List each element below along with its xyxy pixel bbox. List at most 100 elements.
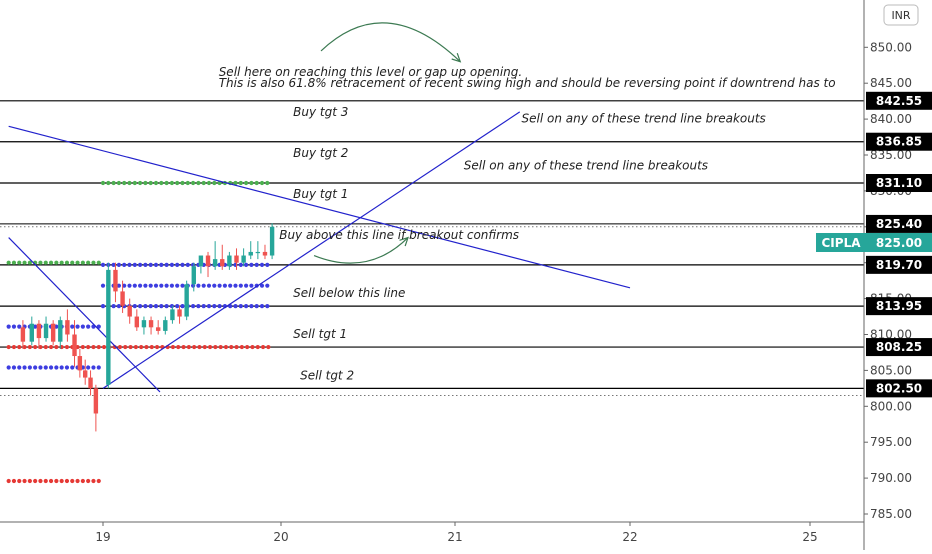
annotation-sell-tgt-1: Sell tgt 1 [293, 327, 347, 341]
dot-marker [249, 283, 254, 288]
dot-marker [70, 478, 75, 484]
dot-marker [86, 478, 91, 484]
dot-marker [64, 365, 70, 370]
dot-marker [153, 262, 159, 267]
dot-marker [6, 478, 11, 484]
dot-marker [186, 344, 191, 350]
dot-marker [96, 344, 101, 350]
candle-body [227, 255, 232, 267]
dot-marker [170, 344, 176, 350]
dot-marker [111, 180, 116, 186]
dot-marker [180, 283, 185, 288]
dot-marker [91, 260, 96, 265]
dot-marker [169, 283, 174, 288]
annotation-sell-tgt-2: Sell tgt 2 [300, 369, 354, 383]
dot-marker [233, 304, 238, 309]
dot-marker [212, 180, 217, 186]
dot-marker [212, 283, 217, 288]
dot-marker [255, 344, 260, 350]
dot-marker [238, 262, 243, 267]
dot-marker [196, 180, 201, 186]
dot-marker [54, 478, 59, 484]
dot-marker [17, 365, 22, 370]
price-tag-box [866, 338, 932, 357]
candle-body [65, 320, 70, 335]
dot-marker [96, 478, 101, 484]
dot-marker [159, 283, 164, 288]
dot-marker [43, 260, 48, 265]
y-tick-label: 800.00 [870, 399, 912, 413]
dot-marker [148, 180, 153, 186]
candle-body [127, 305, 132, 317]
dot-marker [17, 478, 22, 484]
dot-marker [229, 344, 234, 350]
candle-body [83, 370, 88, 378]
x-axis-ticks[interactable]: 19 20 21 22 25 [95, 522, 818, 544]
dot-marker [234, 344, 239, 350]
dot-marker [100, 262, 106, 267]
dot-marker [48, 365, 54, 370]
dot-marker [132, 304, 137, 309]
x-tick-label: 21 [447, 530, 462, 544]
dot-marker [138, 304, 143, 309]
candle-body [113, 269, 118, 292]
candle-body [88, 377, 93, 389]
candle-body [241, 255, 246, 263]
dot-marker [116, 283, 121, 288]
dot-marker [22, 478, 27, 484]
last-price-label: 825.00 [876, 236, 922, 250]
annotation-sell-here: Sell here on reaching this level or gap … [219, 65, 523, 79]
dot-marker [100, 180, 106, 186]
price-tag-box [866, 91, 932, 110]
price-tag-label: 825.40 [876, 217, 922, 231]
dot-marker [59, 260, 64, 265]
price-tags: 842.55 836.85 831.10 825.40 819.70 813.95 808.… [866, 91, 932, 398]
dot-marker [11, 324, 17, 329]
dot-marker [154, 344, 160, 350]
candle-body [141, 320, 147, 328]
dot-marker [86, 260, 91, 265]
dot-marker [80, 478, 85, 484]
candle-body [148, 320, 154, 328]
dot-marker [249, 180, 254, 186]
price-tag-box [866, 132, 932, 151]
candle-body [36, 323, 42, 339]
candle-body [20, 327, 26, 342]
dot-marker [33, 324, 38, 329]
dot-marker [212, 304, 217, 309]
currency-label: INR [891, 9, 910, 22]
dot-marker [80, 324, 85, 329]
annotation-buy-tgt-3: Buy tgt 3 [293, 105, 348, 119]
dot-marker [86, 344, 91, 350]
y-tick-label: 845.00 [870, 76, 912, 90]
dot-marker [175, 304, 180, 309]
ticker-symbol: CIPLA [822, 236, 862, 250]
dot-marker [48, 344, 54, 350]
annotations: Sell here on reaching this level or gap … [219, 65, 836, 383]
dot-marker [38, 478, 43, 484]
price-tag-box [866, 379, 932, 398]
dot-marker [265, 262, 270, 267]
dot-marker [259, 262, 265, 267]
dot-marker [148, 304, 153, 309]
y-tick-label: 835.00 [870, 148, 912, 162]
dot-marker [54, 260, 59, 265]
currency-badge[interactable]: INR [883, 4, 919, 26]
candle-body [29, 323, 34, 342]
dot-marker [185, 262, 190, 267]
dot-marker [138, 283, 143, 288]
dot-marker [191, 180, 196, 186]
curved-arrows [313, 22, 462, 264]
annotation-buy-tgt-2: Buy tgt 2 [293, 146, 348, 160]
candle-body [170, 309, 175, 321]
dot-marker [133, 344, 138, 350]
dot-marker [222, 283, 227, 288]
dot-marker [181, 344, 186, 350]
price-tag-label: 808.25 [876, 340, 922, 354]
dot-marker [144, 344, 149, 350]
y-tick-label: 840.00 [870, 112, 912, 126]
ticker-tag-box [816, 233, 866, 252]
dot-marker [245, 344, 250, 350]
dot-marker [75, 478, 80, 484]
trend-lines [8, 111, 631, 393]
